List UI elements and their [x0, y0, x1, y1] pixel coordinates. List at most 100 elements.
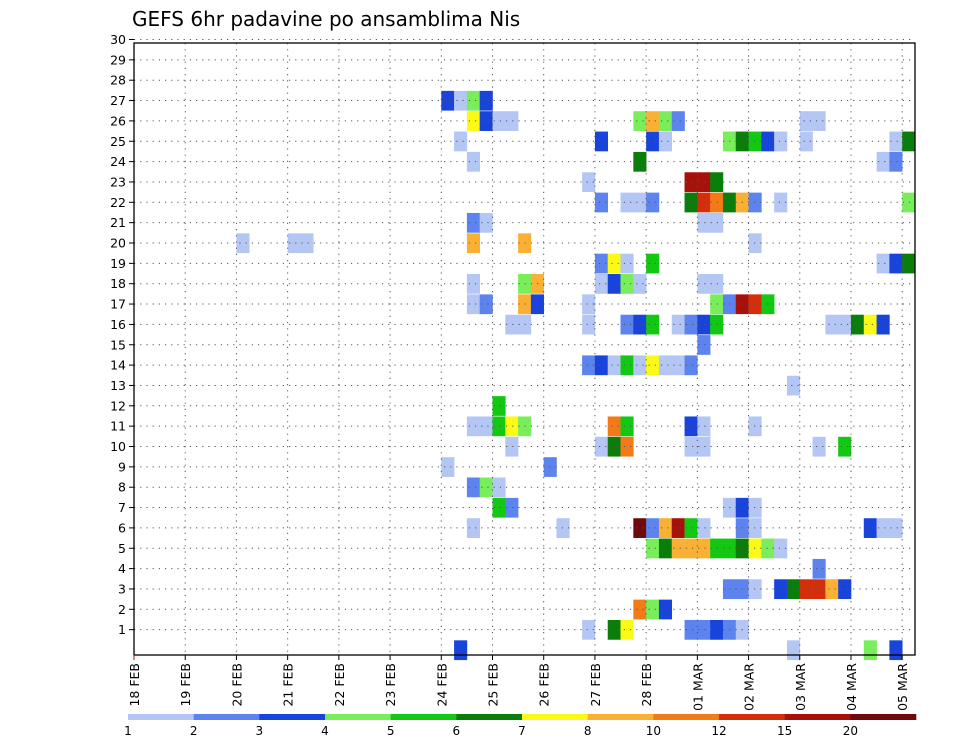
legend-threshold-label: 7 [518, 724, 526, 738]
heatmap-cell [454, 131, 468, 152]
heatmap-cell [287, 233, 301, 254]
x-tick-label: 27 FEB [588, 663, 603, 707]
y-tick-label: 27 [110, 93, 126, 108]
heatmap-cell [633, 151, 647, 172]
y-tick-label: 28 [110, 73, 126, 88]
y-tick-label: 16 [110, 317, 126, 332]
y-tick-label: 1 [118, 622, 126, 637]
heatmap-cell [466, 274, 480, 294]
heatmap-cell [786, 375, 801, 396]
heatmap-cell [607, 274, 621, 294]
heatmap-cell [633, 355, 647, 376]
heatmap-cell [658, 355, 673, 376]
heatmap-cell [863, 518, 877, 538]
heatmap-cell [479, 212, 493, 233]
heatmap-cell [620, 274, 634, 294]
x-tick-label: 05 MAR [895, 663, 910, 711]
heatmap-cell [466, 151, 480, 172]
heatmap-cell [697, 274, 711, 294]
heatmap-cell [902, 131, 916, 152]
heatmap-cell [479, 477, 493, 498]
heatmap-cell [825, 579, 839, 600]
heatmap-cell [658, 111, 673, 131]
heatmap-cell [594, 274, 609, 294]
legend-color-swatch [587, 714, 654, 720]
x-tick-label: 25 FEB [486, 663, 501, 707]
heatmap-cell [825, 314, 839, 335]
y-tick-label: 26 [110, 113, 126, 128]
legend-threshold-label: 20 [843, 724, 858, 738]
legend-threshold-label: 8 [584, 724, 592, 738]
heatmap-cell [799, 131, 813, 152]
heatmap-cell [646, 538, 660, 559]
heatmap-cell [505, 497, 519, 518]
heatmap-cell [710, 619, 724, 640]
heatmap-cell [594, 131, 609, 152]
heatmap-cell [684, 355, 698, 376]
y-tick-label: 19 [110, 256, 126, 271]
heatmap-cell [454, 90, 468, 111]
legend-color-swatch [850, 714, 917, 720]
heatmap-cells [236, 90, 916, 661]
heatmap-cell [761, 294, 775, 315]
heatmap-cell [556, 518, 570, 538]
heatmap-cell [838, 314, 852, 335]
heatmap-cell [774, 192, 788, 213]
gridlines [134, 39, 915, 655]
heatmap-cell [684, 416, 698, 437]
heatmap-cell [633, 192, 647, 213]
y-tick-label: 20 [110, 236, 126, 251]
heatmap-cell [697, 436, 711, 457]
heatmap-cell [863, 640, 877, 661]
y-tick-label: 9 [118, 459, 126, 474]
heatmap-cell [505, 416, 519, 437]
heatmap-cell [774, 538, 788, 559]
heatmap-cell [582, 619, 596, 640]
heatmap-cell [671, 518, 685, 538]
heatmap-cell [774, 131, 788, 152]
heatmap-cell [889, 253, 903, 274]
heatmap-cell [761, 131, 775, 152]
heatmap-cell [876, 151, 890, 172]
heatmap-cell [684, 192, 698, 213]
y-tick-label: 13 [110, 378, 126, 393]
y-tick-label: 8 [118, 480, 126, 495]
heatmap-cell [902, 253, 916, 274]
plot-frame [133, 42, 916, 656]
heatmap-cell [850, 314, 865, 335]
y-tick-label: 5 [118, 541, 126, 556]
legend-threshold-label: 15 [777, 724, 792, 738]
legend-color-swatch [653, 714, 720, 720]
heatmap-cell [710, 538, 724, 559]
heatmap-cell [684, 619, 698, 640]
color-legend: 1 2 3 4 5 6 7 8 10 12 15 20 [124, 714, 917, 738]
heatmap-cell [594, 192, 609, 213]
heatmap-cell [607, 416, 621, 437]
heatmap-cell [646, 518, 660, 538]
heatmap-cell [658, 538, 673, 559]
heatmap-cell [658, 518, 673, 538]
heatmap-cell [876, 314, 890, 335]
heatmap-cell [876, 518, 890, 538]
heatmap-cell [812, 111, 826, 131]
heatmap-cell [838, 579, 852, 600]
heatmap-cell [633, 111, 647, 131]
heatmap-cell [582, 294, 596, 315]
legend-threshold-label: 2 [190, 724, 198, 738]
heatmap-cell [582, 355, 596, 376]
heatmap-cell [697, 314, 711, 335]
y-tick-label: 4 [118, 561, 126, 576]
heatmap-cell [492, 396, 506, 416]
heatmap-cell [454, 640, 468, 661]
heatmap-cell [492, 477, 506, 498]
heatmap-cell [710, 314, 724, 335]
x-tick-label: 21 FEB [281, 663, 296, 707]
heatmap-cell [889, 151, 903, 172]
heatmap-cell [620, 355, 634, 376]
y-tick-label: 14 [110, 358, 126, 373]
x-axis-ticks: 18 FEB 19 FEB 20 FEB 21 FEB 22 FEB 23 FEB 24 F… [127, 655, 910, 711]
heatmap-cell [697, 416, 711, 437]
heatmap-cell [620, 436, 634, 457]
heatmap-cell [710, 212, 724, 233]
y-tick-label: 30 [110, 32, 126, 47]
